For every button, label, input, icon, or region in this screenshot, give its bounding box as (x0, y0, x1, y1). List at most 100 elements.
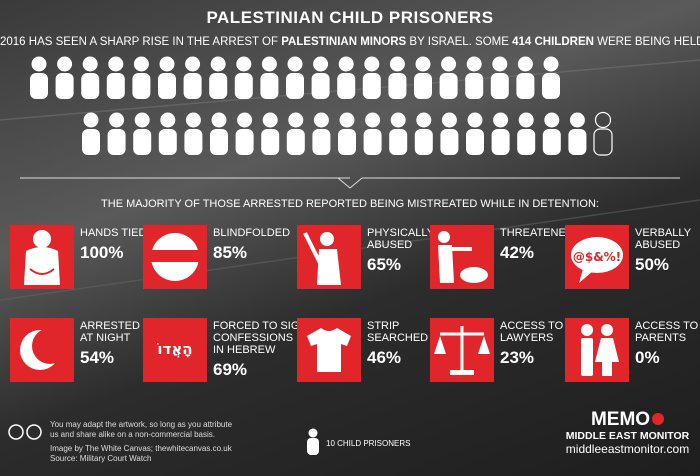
body (414, 73, 432, 99)
license-line: us and share alike on a non-commercial b… (50, 430, 215, 439)
cc-icons (8, 424, 42, 440)
item-percent: 65% (367, 255, 402, 274)
child-icon (158, 56, 176, 99)
item-label: AT NIGHT (80, 332, 131, 344)
glyph (24, 247, 60, 285)
body (82, 129, 100, 155)
head (31, 56, 47, 72)
credits: Image by The White Canvas; thewhitecanva… (50, 444, 232, 464)
child-icon (81, 56, 100, 99)
child-icon (132, 56, 151, 99)
title: PALESTINIAN CHILD PRISONERS (206, 8, 494, 27)
child-icon (209, 56, 228, 99)
item-percent: 69% (213, 360, 248, 379)
head (237, 112, 253, 128)
body (158, 129, 177, 155)
item-icon (297, 318, 361, 382)
item-text: VERBALLY ABUSED 50% (635, 227, 691, 275)
body (312, 129, 331, 155)
child-icon (235, 112, 254, 155)
glyph (438, 231, 450, 243)
legend-icon (307, 428, 319, 455)
child-icon (490, 56, 509, 99)
head (287, 56, 303, 72)
body (517, 129, 536, 155)
child-icon (82, 112, 100, 155)
item-label: ABUSED (635, 239, 681, 251)
item-text: STRIP SEARCHED 46% (367, 320, 428, 368)
body (363, 129, 382, 155)
source: Source: Military Court Watch (50, 454, 152, 463)
child-icon (30, 56, 48, 99)
head (159, 56, 175, 72)
item-label: FORCED TO SIGN (213, 320, 308, 332)
child-icon (337, 56, 356, 99)
body (183, 73, 202, 99)
item-label: ACCESS TO (500, 320, 564, 332)
glyph (571, 237, 623, 273)
brand-dot (652, 413, 665, 425)
item-label: LAWYERS (500, 332, 554, 344)
item-label: ABUSED (367, 239, 413, 251)
body (311, 73, 330, 99)
head (288, 112, 304, 128)
item-text: PHYSICALLY ABUSED 65% (367, 227, 434, 275)
icon-box (565, 318, 629, 382)
head (364, 56, 380, 72)
item-percent: 42% (500, 243, 535, 262)
body (260, 73, 279, 99)
subtitle-part: 414 CHILDREN (512, 36, 594, 48)
item-icon (10, 225, 74, 289)
child-icon (414, 56, 432, 99)
glyph (303, 232, 323, 266)
item-label: BLINDFOLDED (213, 227, 291, 239)
glyph (460, 267, 488, 283)
brand-text: MEMO (590, 409, 651, 430)
item-label: VERBALLY (635, 227, 692, 239)
item-percent: 0% (635, 348, 660, 367)
head (82, 56, 98, 72)
head (134, 112, 150, 128)
child-icon (542, 112, 561, 155)
head (569, 112, 585, 128)
item-percent: 100% (80, 243, 124, 262)
item-text: THREATENED 42% (500, 227, 574, 263)
child-icon (55, 56, 74, 99)
item-text: FORCED TO SIGN CONFESSIONS IN HEBREW 69% (213, 320, 307, 380)
body (235, 129, 254, 155)
glyph (452, 247, 472, 251)
child-icon (286, 112, 305, 155)
subtitle-part: WERE BEING HELD IN ISRAELI JAILS IN APRI… (597, 36, 700, 48)
head (313, 56, 329, 72)
glyph (33, 230, 51, 248)
head (543, 56, 559, 72)
body (30, 73, 48, 99)
icon-text: הָאֲדוֹ (156, 340, 192, 358)
subtitle-part: PALESTINIAN MINORS (281, 36, 407, 48)
body (261, 129, 280, 155)
icon-box (143, 318, 207, 382)
child-icon (260, 56, 279, 99)
child-icon (311, 56, 330, 99)
child-icon (388, 56, 407, 99)
subtitle-part: BY ISRAEL. SOME (406, 36, 513, 48)
body (542, 73, 560, 99)
head (262, 112, 278, 128)
child-icon (338, 112, 356, 155)
item-label: HANDS TIED (80, 227, 147, 239)
body (465, 73, 484, 99)
body (209, 73, 228, 99)
head (416, 112, 432, 128)
head (544, 112, 560, 128)
icon-text: @$&%! (573, 250, 621, 264)
item-percent: 46% (367, 348, 402, 367)
body (81, 73, 100, 99)
item-text: HANDS TIED 100% (80, 227, 146, 263)
head (339, 112, 355, 128)
url: middleeastmonitor.com (565, 442, 690, 456)
child-icon (363, 112, 382, 155)
child-icon (568, 112, 587, 155)
license-line: You may adapt the artwork, so long as yo… (50, 420, 233, 429)
body (338, 129, 356, 155)
item-label: STRIP (367, 320, 400, 332)
